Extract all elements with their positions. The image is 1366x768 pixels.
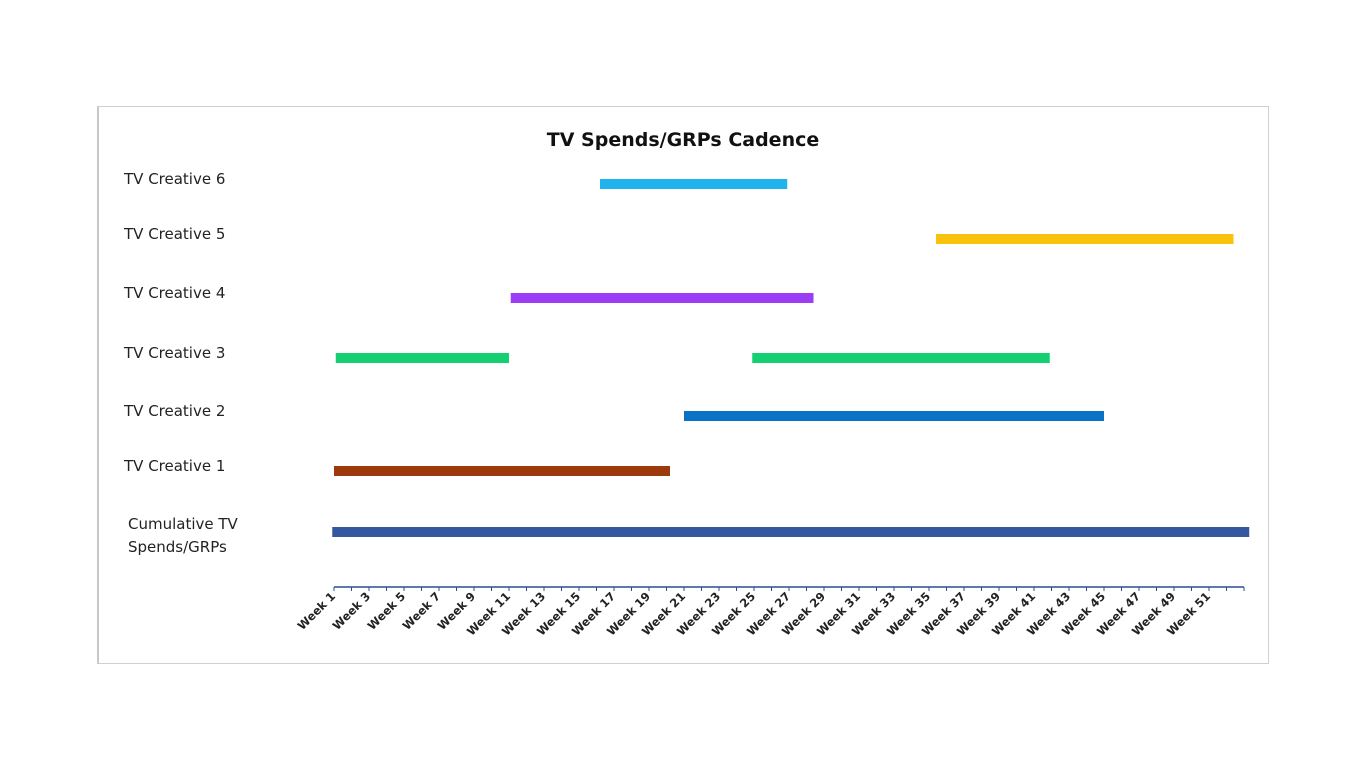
row-label-6: TV Creative 1 bbox=[123, 457, 225, 475]
bar-row7-seg1 bbox=[332, 527, 1250, 537]
row-label-2: TV Creative 5 bbox=[123, 225, 225, 243]
row-label-5: TV Creative 2 bbox=[123, 402, 225, 420]
row-label-4: TV Creative 3 bbox=[123, 344, 225, 362]
chart-frame bbox=[97, 106, 1269, 664]
bar-row4-seg1 bbox=[335, 353, 509, 363]
row-label-3: TV Creative 4 bbox=[123, 284, 225, 302]
bar-row2-seg1 bbox=[936, 234, 1234, 244]
bar-row4-seg2 bbox=[752, 353, 1050, 363]
row-label-1: TV Creative 6 bbox=[123, 170, 225, 188]
bar-row1-seg1 bbox=[600, 179, 788, 189]
bar-row6-seg1 bbox=[334, 466, 670, 476]
bar-row3-seg1 bbox=[510, 293, 814, 303]
row-label-7: Cumulative TV Spends/GRPs bbox=[128, 515, 239, 556]
bar-row5-seg1 bbox=[684, 411, 1104, 421]
chart-title: TV Spends/GRPs Cadence bbox=[546, 129, 820, 151]
